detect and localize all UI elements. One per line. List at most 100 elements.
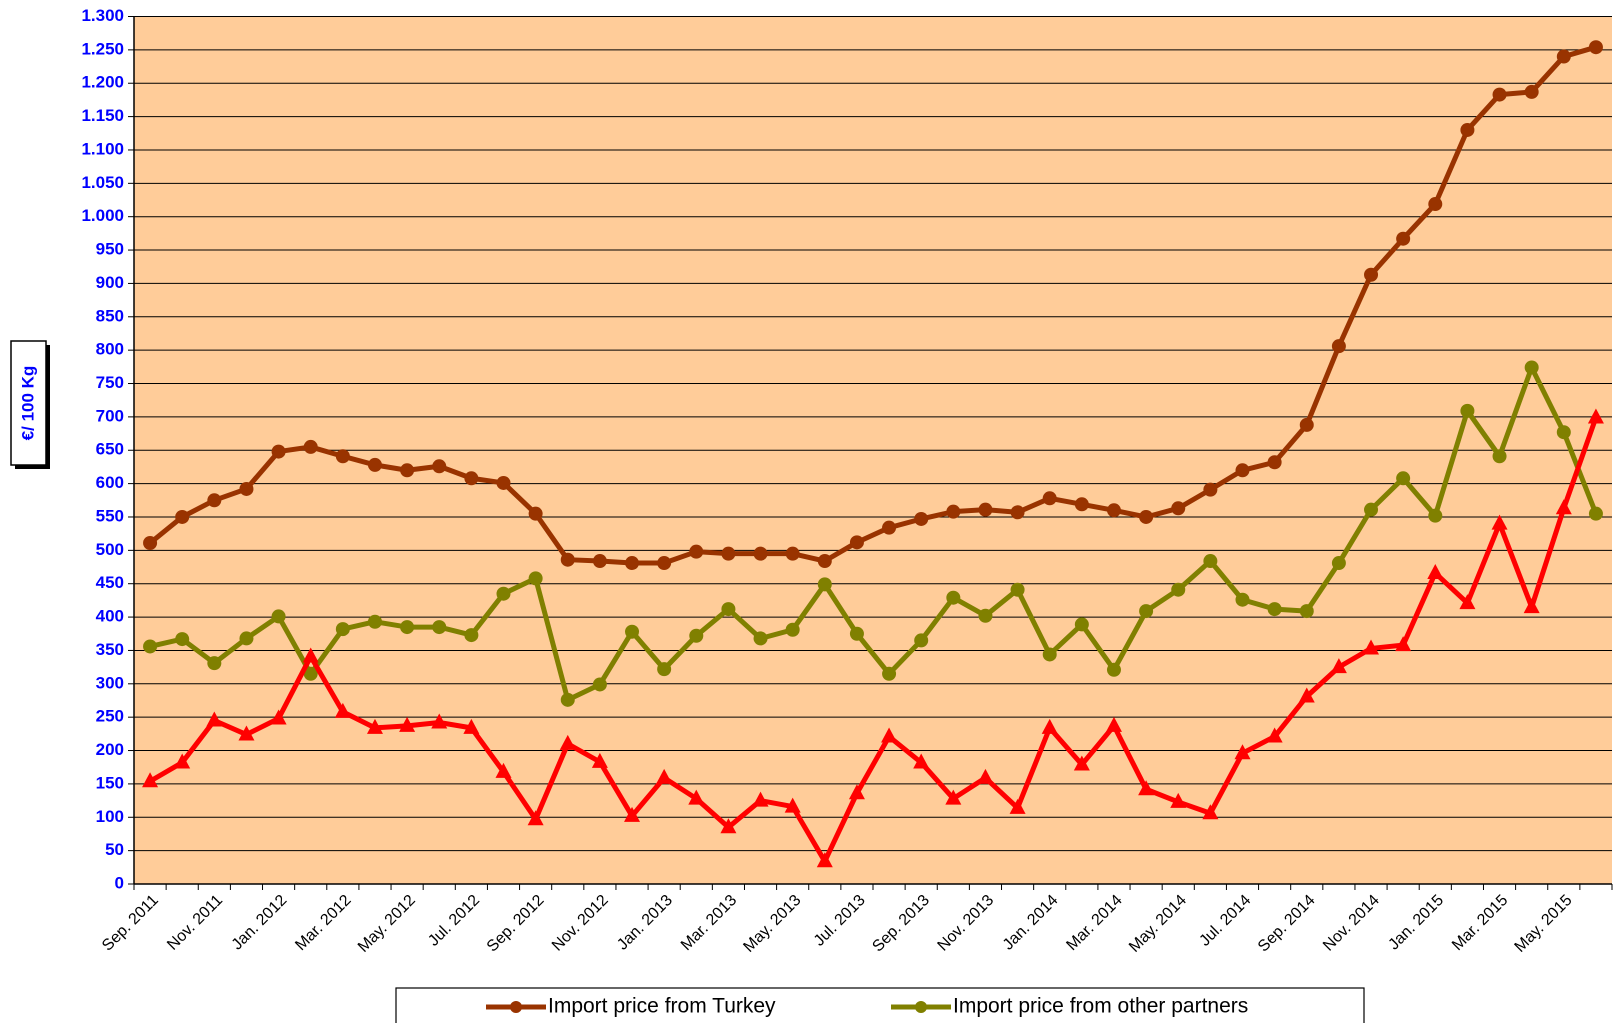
marker xyxy=(175,632,190,647)
marker xyxy=(1267,455,1282,470)
y-tick-label: 350 xyxy=(96,640,124,659)
marker xyxy=(849,535,864,550)
y-label-box xyxy=(10,340,47,466)
x-tick-label: Nov. 2014 xyxy=(1320,892,1383,955)
marker xyxy=(721,546,736,561)
marker xyxy=(1009,798,1026,814)
marker xyxy=(1396,471,1411,486)
marker xyxy=(400,620,415,635)
marker xyxy=(848,784,865,800)
marker xyxy=(914,511,929,526)
marker xyxy=(1203,554,1218,569)
marker xyxy=(527,810,544,826)
marker xyxy=(432,620,447,635)
marker xyxy=(978,502,993,517)
y-tick-label: 650 xyxy=(96,440,124,459)
x-tick-label: May. 2013 xyxy=(740,892,804,956)
marker xyxy=(528,571,543,586)
marker xyxy=(239,631,254,646)
x-tick-label: Nov. 2011 xyxy=(164,892,226,954)
y-tick-label: 950 xyxy=(96,240,124,259)
marker xyxy=(1492,449,1507,464)
marker xyxy=(977,768,994,784)
x-tick-label: Nov. 2013 xyxy=(935,892,998,955)
marker xyxy=(1459,594,1476,610)
y-tick-label: 1.050 xyxy=(81,173,124,192)
marker xyxy=(1106,662,1121,677)
marker xyxy=(559,734,576,750)
series-line xyxy=(149,365,1599,703)
marker xyxy=(1428,197,1443,212)
y-tick-label: 0 xyxy=(115,873,124,892)
marker xyxy=(1074,617,1089,632)
x-tick-label: Mar. 2013 xyxy=(678,892,740,954)
marker xyxy=(657,556,672,571)
marker xyxy=(1139,509,1154,524)
marker xyxy=(1588,506,1603,521)
x-tick-label: Jan. 2015 xyxy=(1385,892,1447,954)
marker xyxy=(1171,501,1186,516)
x-tick-label: Jan. 2012 xyxy=(229,892,291,954)
y-tick-label: 200 xyxy=(96,740,124,759)
marker xyxy=(624,806,641,822)
marker xyxy=(1170,792,1187,808)
marker xyxy=(431,713,448,729)
marker xyxy=(1010,582,1025,597)
marker xyxy=(817,554,832,569)
marker xyxy=(1234,744,1251,760)
marker xyxy=(1105,716,1122,732)
marker xyxy=(753,546,768,561)
marker xyxy=(1042,491,1057,506)
x-tick-label: Nov. 2012 xyxy=(549,892,612,955)
marker xyxy=(1331,339,1346,354)
marker xyxy=(816,852,833,868)
y-tick-label: 1.100 xyxy=(81,139,124,158)
marker xyxy=(496,475,511,490)
y-tick-label: 300 xyxy=(96,673,124,692)
marker xyxy=(560,692,575,707)
marker xyxy=(1460,122,1475,137)
marker xyxy=(1266,727,1283,743)
legend-marker xyxy=(510,1001,522,1013)
marker xyxy=(1106,503,1121,518)
marker xyxy=(1556,425,1571,440)
marker xyxy=(207,656,222,671)
legend-marker xyxy=(915,1001,927,1013)
legend-label: Import price from Turkey xyxy=(548,995,776,1018)
x-tick-label: May. 2012 xyxy=(355,892,419,956)
x-tick-label: Jan. 2014 xyxy=(1000,892,1062,954)
marker xyxy=(1395,636,1412,652)
marker xyxy=(1491,514,1508,530)
marker xyxy=(817,577,832,592)
marker xyxy=(1202,804,1219,820)
marker xyxy=(238,725,255,741)
x-tick-label: Mar. 2014 xyxy=(1063,892,1125,954)
marker xyxy=(881,727,898,743)
marker xyxy=(528,506,543,521)
marker xyxy=(1524,84,1539,99)
marker xyxy=(1330,658,1347,674)
marker xyxy=(1042,647,1057,662)
marker xyxy=(174,753,191,769)
marker xyxy=(946,590,961,605)
marker xyxy=(657,662,672,677)
y-tick-label: 1.250 xyxy=(81,39,124,58)
x-tick-label: Sep. 2012 xyxy=(484,892,548,956)
x-tick-label: Jul. 2013 xyxy=(811,892,869,950)
marker xyxy=(432,459,447,474)
marker xyxy=(1524,360,1539,375)
marker xyxy=(1555,499,1572,515)
marker xyxy=(689,628,704,643)
marker xyxy=(1171,582,1186,597)
marker xyxy=(1460,403,1475,418)
marker xyxy=(720,818,737,834)
marker xyxy=(978,608,993,623)
marker xyxy=(302,647,319,663)
marker xyxy=(882,666,897,681)
x-tick-label: Jan. 2013 xyxy=(614,892,676,954)
series-line xyxy=(148,44,1597,566)
marker xyxy=(1492,87,1507,102)
marker xyxy=(1235,463,1250,478)
marker xyxy=(1428,508,1443,523)
